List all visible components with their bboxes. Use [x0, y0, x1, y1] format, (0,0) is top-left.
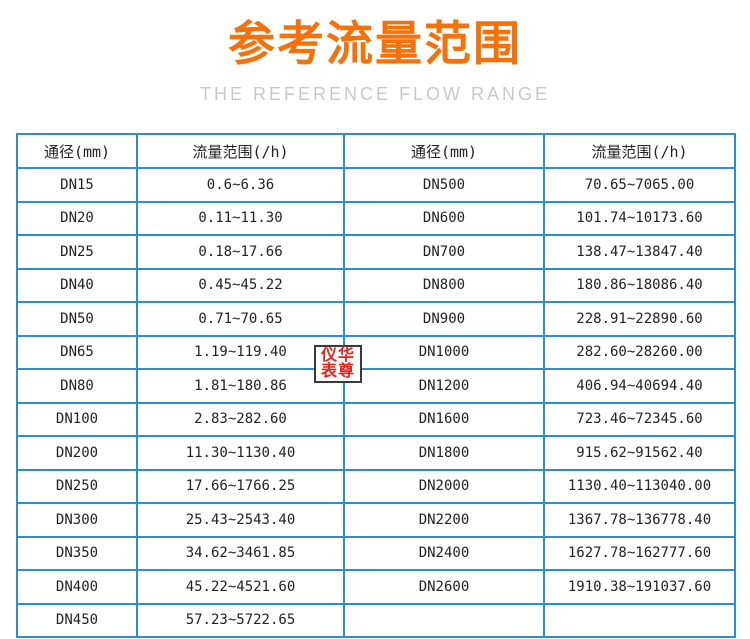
flow-range-cell: 0.71~70.65 — [136, 301, 345, 337]
flow-range-cell: 406.94~40694.40 — [543, 368, 736, 404]
diameter-cell: DN20 — [16, 200, 138, 236]
column-header-diameter-left: 通径(mm) — [16, 133, 138, 169]
diameter-cell: DN40 — [16, 267, 138, 303]
diameter-cell: DN15 — [16, 167, 138, 203]
flow-range-cell: 0.45~45.22 — [136, 267, 345, 303]
diameter-cell: DN2400 — [343, 535, 545, 571]
diameter-cell: DN600 — [343, 200, 545, 236]
flow-range-cell: 723.46~72345.60 — [543, 401, 736, 437]
diameter-cell: DN800 — [343, 267, 545, 303]
flow-range-cell: 1130.40~113040.00 — [543, 468, 736, 504]
diameter-cell: DN2200 — [343, 502, 545, 538]
diameter-cell: DN900 — [343, 301, 545, 337]
diameter-cell: DN100 — [16, 401, 138, 437]
diameter-cell: DN1600 — [343, 401, 545, 437]
flow-range-cell: 101.74~10173.60 — [543, 200, 736, 236]
flow-range-cell: 1.19~119.40 — [136, 334, 345, 370]
table-row: DN25 0.18~17.66 DN700 138.47~13847.40 — [16, 234, 736, 270]
diameter-cell: DN2600 — [343, 569, 545, 605]
flow-range-cell: 34.62~3461.85 — [136, 535, 345, 571]
diameter-cell: DN500 — [343, 167, 545, 203]
watermark-text-line-2: 表尊 — [320, 363, 355, 380]
diameter-cell: DN50 — [16, 301, 138, 337]
flow-range-cell: 70.65~7065.00 — [543, 167, 736, 203]
diameter-cell: DN700 — [343, 234, 545, 270]
flow-range-cell: 915.62~91562.40 — [543, 435, 736, 471]
diameter-cell: DN350 — [16, 535, 138, 571]
table-body: DN15 0.6~6.36 DN500 70.65~7065.00 DN20 0.11~1… — [16, 167, 736, 638]
diameter-cell: DN80 — [16, 368, 138, 404]
diameter-cell: DN400 — [16, 569, 138, 605]
flow-range-cell: 0.6~6.36 — [136, 167, 345, 203]
table-row: DN350 34.62~3461.85 DN2400 1627.78~162777.6… — [16, 535, 736, 571]
table-row: DN450 57.23~5722.65 — [16, 602, 736, 638]
diameter-cell: DN1000 — [343, 334, 545, 370]
flow-range-cell: 0.18~17.66 — [136, 234, 345, 270]
diameter-cell: DN200 — [16, 435, 138, 471]
column-header-flow-range-left: 流量范围(/h) — [136, 133, 345, 169]
flow-range-cell: 1.81~180.86 — [136, 368, 345, 404]
table-row: DN15 0.6~6.36 DN500 70.65~7065.00 — [16, 167, 736, 203]
flow-range-cell: 228.91~22890.60 — [543, 301, 736, 337]
flow-range-cell: 17.66~1766.25 — [136, 468, 345, 504]
table-row: DN100 2.83~282.60 DN1600 723.46~72345.60 — [16, 401, 736, 437]
diameter-cell: DN1200 — [343, 368, 545, 404]
diameter-cell: DN25 — [16, 234, 138, 270]
table-row: DN400 45.22~4521.60 DN2600 1910.38~191037.6… — [16, 569, 736, 605]
column-header-diameter-right: 通径(mm) — [343, 133, 545, 169]
table-row: DN80 1.81~180.86 DN1200 406.94~40694.40 — [16, 368, 736, 404]
diameter-cell: DN450 — [16, 602, 138, 638]
flow-range-table: 通径(mm) 流量范围(/h) 通径(mm) 流量范围(/h) DN15 0.6~… — [16, 133, 736, 638]
watermark-text-line-1: 仪华 — [320, 347, 355, 364]
page-title: 参考流量范围 — [228, 17, 522, 70]
diameter-cell — [343, 602, 545, 638]
table-row: DN65 1.19~119.40 DN1000 282.60~28260.00 — [16, 334, 736, 370]
table-row: DN20 0.11~11.30 DN600 101.74~10173.60 — [16, 200, 736, 236]
flow-range-cell: 11.30~1130.40 — [136, 435, 345, 471]
flow-range-cell — [543, 602, 736, 638]
flow-range-cell: 2.83~282.60 — [136, 401, 345, 437]
flow-range-cell: 25.43~2543.40 — [136, 502, 345, 538]
flow-range-cell: 282.60~28260.00 — [543, 334, 736, 370]
brand-watermark: 仪华 表尊 — [314, 345, 362, 383]
diameter-cell: DN65 — [16, 334, 138, 370]
flow-range-cell: 1627.78~162777.60 — [543, 535, 736, 571]
table-row: DN50 0.71~70.65 DN900 228.91~22890.60 — [16, 301, 736, 337]
flow-range-cell: 45.22~4521.60 — [136, 569, 345, 605]
table-row: DN40 0.45~45.22 DN800 180.86~18086.40 — [16, 267, 736, 303]
diameter-cell: DN300 — [16, 502, 138, 538]
flow-range-cell: 1367.78~136778.40 — [543, 502, 736, 538]
table-row: DN300 25.43~2543.40 DN2200 1367.78~136778.4… — [16, 502, 736, 538]
page-subtitle: THE REFERENCE FLOW RANGE — [199, 84, 551, 104]
flow-range-cell: 1910.38~191037.60 — [543, 569, 736, 605]
table-row: DN250 17.66~1766.25 DN2000 1130.40~113040.0… — [16, 468, 736, 504]
flow-range-cell: 138.47~13847.40 — [543, 234, 736, 270]
flow-range-cell: 57.23~5722.65 — [136, 602, 345, 638]
table-row: DN200 11.30~1130.40 DN1800 915.62~91562.40 — [16, 435, 736, 471]
flow-range-cell: 180.86~18086.40 — [543, 267, 736, 303]
diameter-cell: DN1800 — [343, 435, 545, 471]
page-header: 参考流量范围 THE REFERENCE FLOW RANGE — [0, 16, 750, 105]
flow-range-cell: 0.11~11.30 — [136, 200, 345, 236]
table-header-row: 通径(mm) 流量范围(/h) 通径(mm) 流量范围(/h) — [16, 133, 736, 169]
diameter-cell: DN250 — [16, 468, 138, 504]
diameter-cell: DN2000 — [343, 468, 545, 504]
column-header-flow-range-right: 流量范围(/h) — [543, 133, 736, 169]
